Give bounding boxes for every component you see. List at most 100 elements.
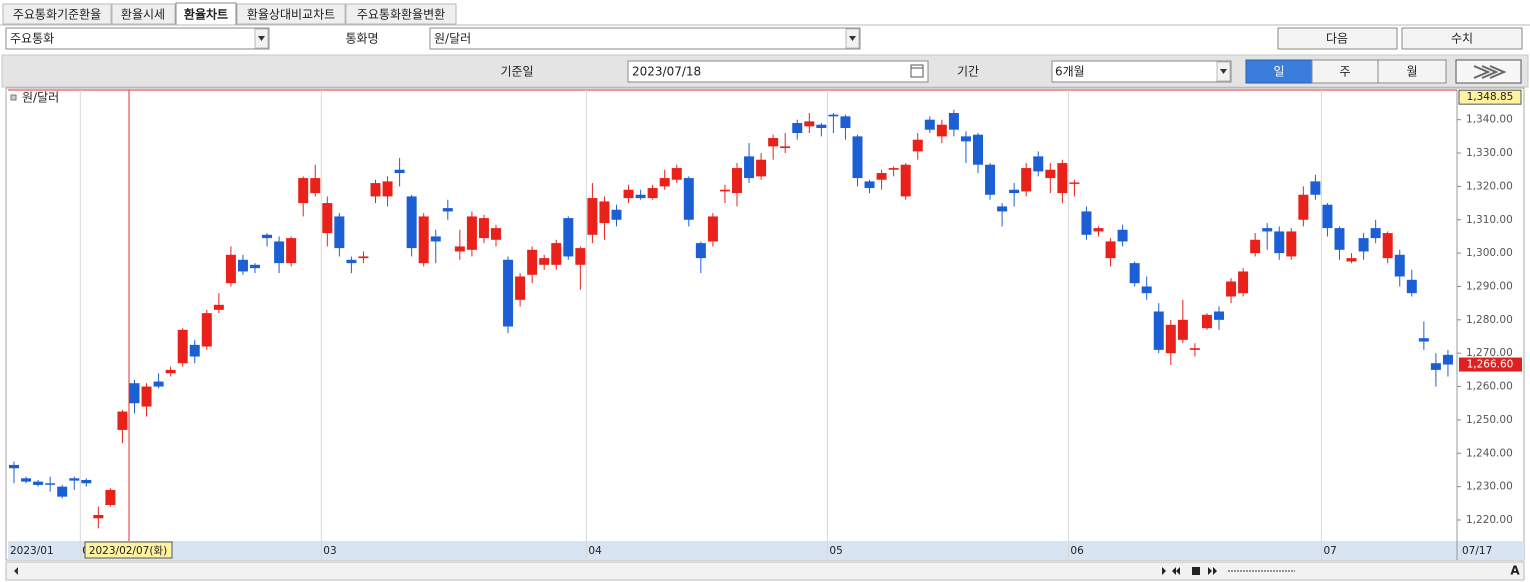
scrollbar[interactable] [5,561,1525,581]
playback-controls[interactable] [1162,567,1217,575]
last-marker-label: 1,266.60 [1467,359,1514,371]
candle-body [45,483,56,485]
x-tick-label: 03 [323,545,336,557]
tab[interactable] [2,3,112,25]
candle-body [442,208,453,212]
crosshair-label: 2023/02/07(화) [89,545,167,557]
candle-body [454,246,465,252]
candle-body [1430,363,1441,370]
candle-body [81,479,92,484]
select-value: 주요통화 [10,32,54,46]
currency-group-select[interactable] [5,27,270,50]
date-value: 2023/07/18 [632,65,701,79]
x-tick-label: 05 [829,545,842,557]
y-tick-label: 1,250.00 [1466,414,1513,426]
chart-frame [5,87,1525,561]
candle-body [274,241,285,264]
field-label: 기간 [957,65,979,79]
candle-body [1442,354,1453,365]
button-label: 주 [1339,65,1350,79]
candle-body [33,481,44,485]
candle-body [93,514,104,519]
candle-body [936,124,947,137]
candle-body [852,136,863,179]
candle-body [1334,228,1345,250]
y-tick-label: 1,290.00 [1466,280,1513,292]
dropdown-arrow [258,36,265,41]
y-tick-label: 1,220.00 [1466,514,1513,526]
calendar-icon[interactable] [910,64,924,78]
candle-body [985,164,996,195]
candle-body [864,181,875,189]
y-tick-label: 1,300.00 [1466,247,1513,259]
tab-label: 주요통화기준환율 [13,8,101,22]
y-tick-label: 1,330.00 [1466,147,1513,159]
candle-body [1045,169,1056,179]
candle-body [804,121,815,127]
candle-body [69,478,80,481]
currency-name-select[interactable] [429,27,861,50]
candle-body [382,181,393,197]
candle-body [575,248,586,265]
tab[interactable] [236,3,346,25]
candle-body [623,189,634,199]
candle-body [1189,348,1200,350]
candle-body [358,256,369,259]
candle-body [491,228,501,240]
period-select[interactable] [1051,60,1232,83]
candle-body [105,489,116,505]
candle-body [1238,271,1249,294]
y-tick-label: 1,240.00 [1466,447,1513,459]
candle-body [1081,211,1092,235]
candle-body [515,276,526,300]
candle-body [1226,281,1237,297]
candle-body [1298,194,1309,220]
candle-body [1057,163,1068,194]
candle-body [165,369,176,374]
candle-body [478,218,489,239]
candle-body [647,188,658,199]
scroll-left[interactable] [14,567,18,575]
candle-body [744,156,755,179]
candle-body [997,206,1008,212]
legend-swatch [10,94,17,101]
candle-body [876,173,887,180]
candle-body [1069,182,1080,184]
scroll-label[interactable]: A [1510,564,1520,578]
candle-body [551,243,562,265]
candle-body [322,203,333,234]
candle-body [1394,254,1405,277]
candle-body [756,159,767,177]
candle-body [21,478,32,482]
date-input[interactable] [627,60,929,83]
candle-body [792,123,803,134]
candle-body [1274,231,1285,254]
button-label: 월 [1406,65,1417,79]
y-tick-label: 1,280.00 [1466,314,1513,326]
candle-body [141,386,152,407]
button-label: 다음 [1326,32,1348,46]
candle-body [262,234,273,239]
interval-button[interactable] [1377,59,1447,84]
candle-body [1117,229,1128,242]
candle-body [539,258,550,265]
next-button[interactable] [1277,27,1398,50]
candle-body [9,464,19,469]
candle-body [912,139,923,152]
candle-body [611,209,622,220]
candle-body [671,168,682,180]
candle-body [201,313,212,347]
candle-body [1418,338,1429,342]
candle-body [334,216,345,249]
candle-body [1141,286,1152,294]
x-tick-label: 04 [588,545,602,557]
candle-body [1214,311,1224,320]
values-button[interactable] [1401,27,1523,50]
legend-label: 원/달러 [22,91,59,105]
tab[interactable] [345,3,457,25]
candle-body [346,259,357,264]
candle-body [948,113,959,130]
y-tick-label: 1,340.00 [1466,114,1513,126]
tab[interactable] [111,3,176,25]
candle-body [503,259,514,327]
